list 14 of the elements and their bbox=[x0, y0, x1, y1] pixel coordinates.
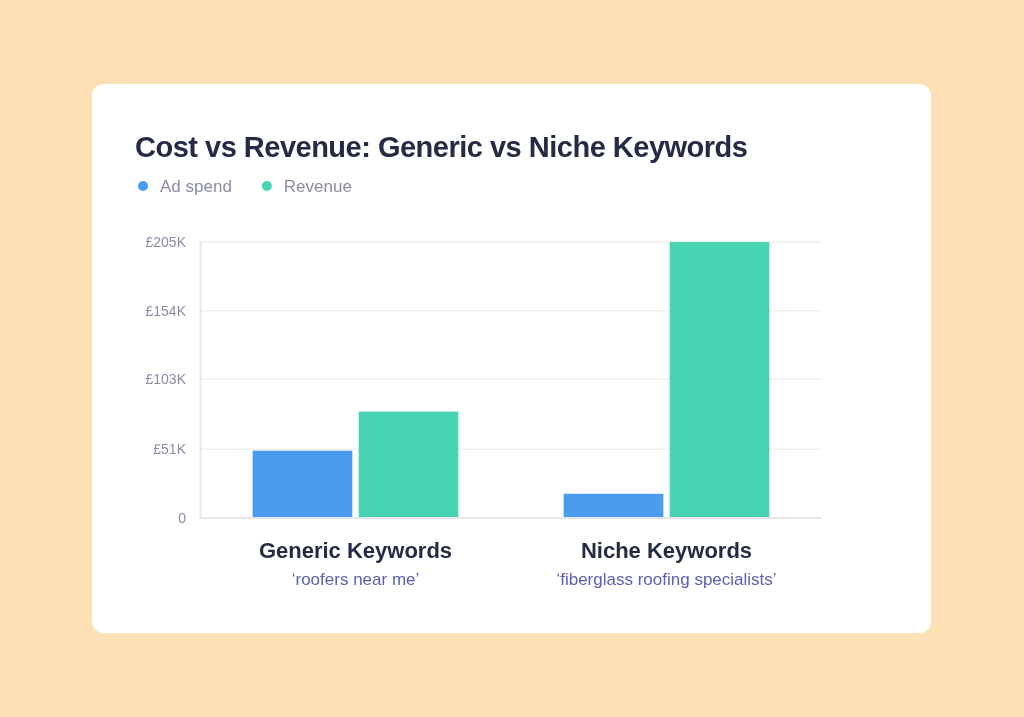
bar bbox=[252, 450, 353, 518]
x-tick-label: Generic Keywords ‘roofers near me’ bbox=[258, 538, 453, 589]
legend-label: Revenue bbox=[283, 177, 352, 196]
bar bbox=[669, 242, 770, 518]
y-tick-label: £205K bbox=[145, 233, 187, 250]
y-tick-label: £51K bbox=[153, 441, 187, 458]
y-tick-label: 0 bbox=[178, 509, 187, 526]
y-tick-label: £103K bbox=[145, 371, 187, 388]
y-tick-label: £154K bbox=[145, 302, 187, 319]
bar bbox=[563, 493, 664, 518]
chart-title: Cost vs Revenue: Generic vs Niche Keywords bbox=[135, 131, 748, 163]
bar bbox=[358, 411, 459, 518]
x-tick-label: Niche Keywords ‘fiberglass roofing specialists’ bbox=[556, 538, 777, 589]
legend-label: Ad spend bbox=[160, 177, 232, 196]
